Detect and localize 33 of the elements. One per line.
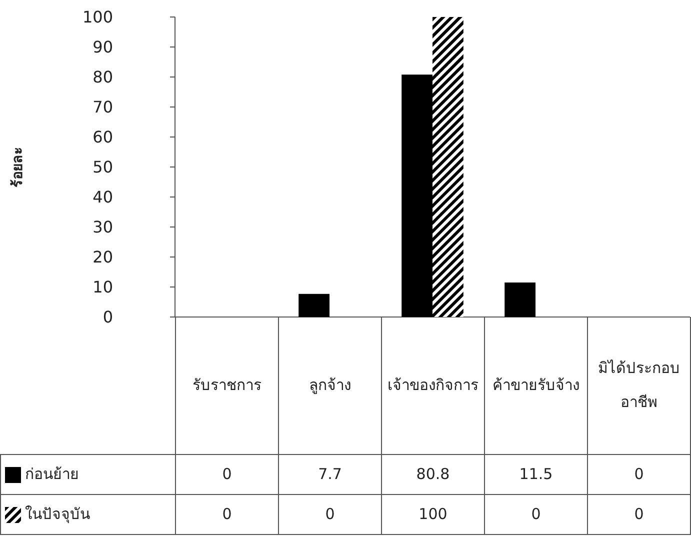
data-label: 0 xyxy=(588,494,690,534)
y-tick-label: 80 xyxy=(92,68,113,86)
data-label: 0 xyxy=(176,494,278,534)
y-tick-label: 20 xyxy=(92,248,113,266)
x-tick-label: รับราชการ xyxy=(176,317,278,454)
legend-label: ก่อนย้าย xyxy=(25,465,79,483)
data-label: 0 xyxy=(176,454,278,494)
data-label: 100 xyxy=(382,494,484,534)
bar xyxy=(402,74,432,317)
bar xyxy=(298,294,330,317)
y-tick-label: 30 xyxy=(92,218,113,236)
data-label: 7.7 xyxy=(278,454,382,494)
bar xyxy=(432,17,464,317)
y-tick-label: 0 xyxy=(102,308,113,326)
x-tick-label: ลูกจ้าง xyxy=(278,317,382,454)
data-label: 0 xyxy=(484,494,588,534)
y-tick-label: 50 xyxy=(92,158,113,176)
data-label: 11.5 xyxy=(484,454,588,494)
y-tick-label: 90 xyxy=(92,38,113,56)
y-axis-title: ร้อยละ xyxy=(10,146,26,188)
y-tick-label: 100 xyxy=(82,8,113,26)
x-tick-label: มิได้ประกอบอาชีพ xyxy=(588,317,690,454)
legend-label: ในปัจจุบัน xyxy=(25,505,90,523)
y-tick-label: 10 xyxy=(92,278,113,296)
y-tick-label: 60 xyxy=(92,128,113,146)
y-tick-label: 70 xyxy=(92,98,113,116)
data-label: 80.8 xyxy=(382,454,484,494)
x-tick-label: ค้าขายรับจ้าง xyxy=(484,317,588,454)
y-tick-label: 40 xyxy=(92,188,113,206)
x-tick-label: เจ้าของกิจการ xyxy=(382,317,484,454)
data-label: 0 xyxy=(588,454,690,494)
bar xyxy=(504,282,536,317)
data-label: 0 xyxy=(278,494,382,534)
